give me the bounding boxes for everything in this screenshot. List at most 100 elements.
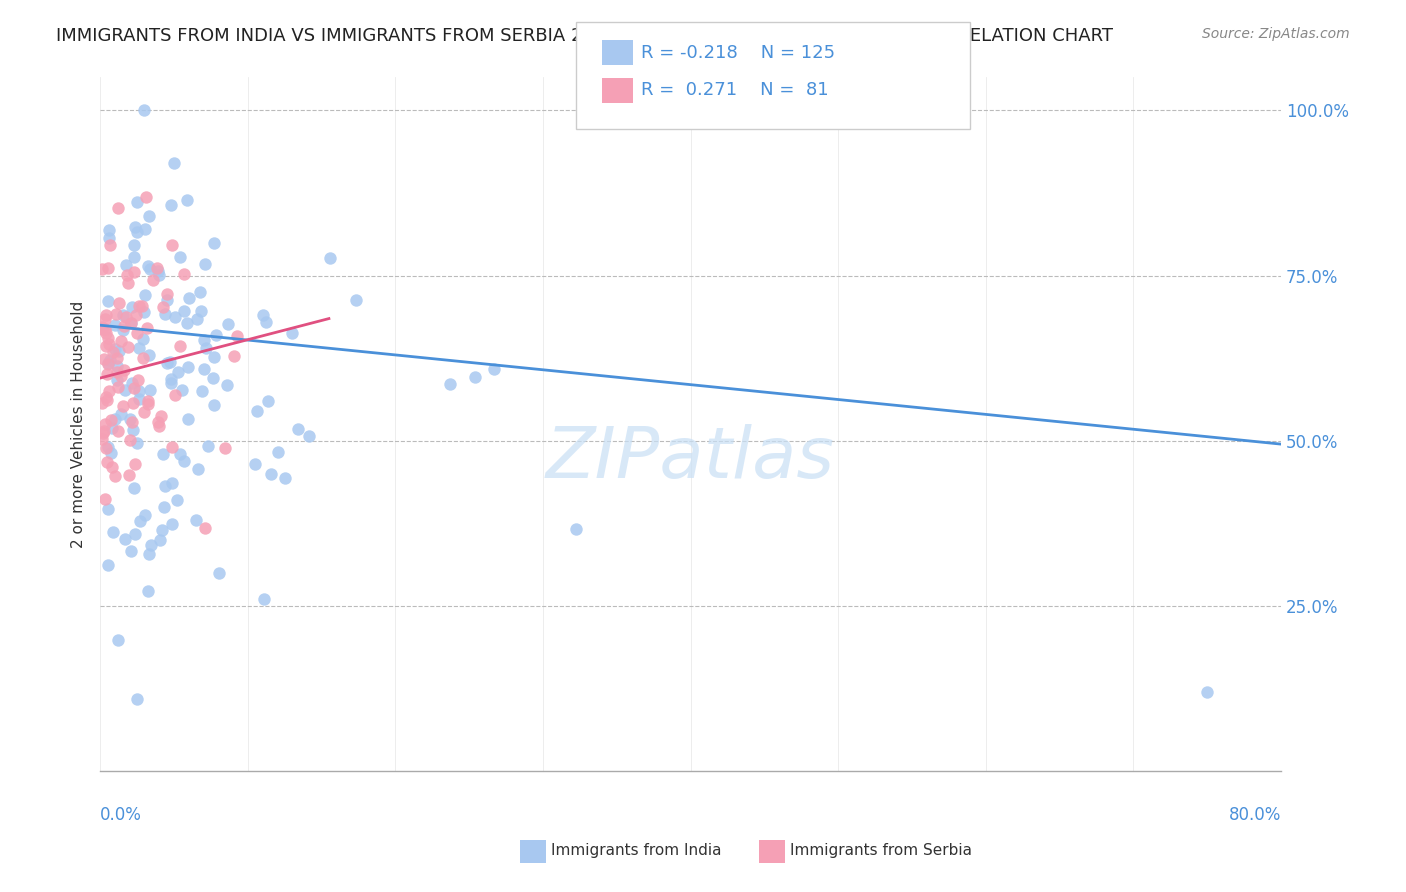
- Text: Immigrants from India: Immigrants from India: [551, 844, 721, 858]
- Point: [464, 370, 486, 384]
- Point: [122, 423, 145, 437]
- Point: [281, 326, 304, 341]
- Point: [107, 424, 129, 438]
- Point: [318, 251, 340, 265]
- Point: [166, 493, 188, 508]
- Point: [134, 288, 156, 302]
- Point: [201, 371, 224, 385]
- Point: [100, 237, 122, 252]
- Y-axis label: 2 or more Vehicles in Household: 2 or more Vehicles in Household: [72, 301, 86, 548]
- Point: [217, 378, 239, 392]
- Point: [184, 513, 207, 527]
- Point: [96, 326, 118, 340]
- Point: [96, 355, 118, 369]
- Point: [159, 354, 181, 368]
- Point: [114, 258, 136, 272]
- Point: [273, 471, 295, 485]
- Point: [104, 411, 127, 425]
- Point: [202, 398, 225, 412]
- Point: [96, 357, 118, 371]
- Point: [120, 544, 142, 558]
- Point: [122, 265, 145, 279]
- Point: [256, 393, 278, 408]
- Point: [226, 328, 249, 343]
- Point: [104, 468, 127, 483]
- Point: [94, 390, 117, 404]
- Point: [118, 412, 141, 426]
- Point: [94, 339, 117, 353]
- Point: [107, 380, 129, 394]
- Point: [132, 405, 155, 419]
- Point: [117, 341, 139, 355]
- Point: [128, 299, 150, 313]
- Point: [484, 362, 506, 376]
- Point: [122, 237, 145, 252]
- Point: [118, 467, 141, 482]
- Point: [160, 376, 183, 391]
- Text: IMMIGRANTS FROM INDIA VS IMMIGRANTS FROM SERBIA 2 OR MORE VEHICLES IN HOUSEHOLD : IMMIGRANTS FROM INDIA VS IMMIGRANTS FROM…: [56, 27, 1114, 45]
- Point: [114, 532, 136, 546]
- Point: [176, 193, 198, 207]
- Point: [170, 384, 193, 398]
- Point: [94, 308, 117, 322]
- Point: [94, 492, 117, 507]
- Point: [134, 103, 156, 118]
- Point: [111, 308, 134, 322]
- Point: [121, 300, 143, 314]
- Point: [107, 633, 129, 648]
- Point: [108, 296, 131, 310]
- Point: [105, 351, 128, 366]
- Point: [138, 348, 160, 362]
- Text: 0.0%: 0.0%: [100, 805, 142, 824]
- Point: [90, 396, 112, 410]
- Point: [202, 236, 225, 251]
- Point: [173, 268, 195, 282]
- Point: [148, 419, 170, 434]
- Point: [131, 299, 153, 313]
- Point: [125, 225, 148, 239]
- Point: [125, 308, 148, 322]
- Point: [169, 447, 191, 461]
- Point: [127, 691, 149, 706]
- Point: [97, 260, 120, 275]
- Point: [101, 345, 124, 359]
- Point: [122, 250, 145, 264]
- Point: [93, 352, 115, 367]
- Point: [96, 558, 118, 572]
- Point: [243, 457, 266, 471]
- Point: [104, 318, 127, 332]
- Text: 80.0%: 80.0%: [1229, 805, 1281, 824]
- Point: [110, 369, 132, 384]
- Point: [136, 259, 159, 273]
- Text: ZIPatlas: ZIPatlas: [546, 425, 835, 493]
- Point: [120, 316, 142, 330]
- Point: [167, 365, 190, 379]
- Point: [148, 415, 170, 429]
- Point: [124, 220, 146, 235]
- Point: [160, 440, 183, 454]
- Point: [160, 372, 183, 386]
- Point: [94, 322, 117, 336]
- Point: [139, 383, 162, 397]
- Point: [105, 365, 128, 379]
- Point: [98, 384, 121, 398]
- Point: [202, 350, 225, 364]
- Point: [120, 316, 142, 330]
- Point: [139, 262, 162, 277]
- Point: [100, 446, 122, 460]
- Point: [97, 293, 120, 308]
- Point: [197, 438, 219, 452]
- Point: [115, 310, 138, 324]
- Point: [127, 436, 149, 450]
- Point: [298, 429, 321, 443]
- Point: [128, 341, 150, 355]
- Point: [98, 353, 121, 368]
- Point: [193, 334, 215, 348]
- Point: [121, 376, 143, 390]
- Point: [163, 156, 186, 170]
- Point: [246, 403, 269, 417]
- Point: [204, 328, 226, 343]
- Point: [179, 291, 201, 305]
- Point: [104, 342, 127, 356]
- Point: [135, 320, 157, 334]
